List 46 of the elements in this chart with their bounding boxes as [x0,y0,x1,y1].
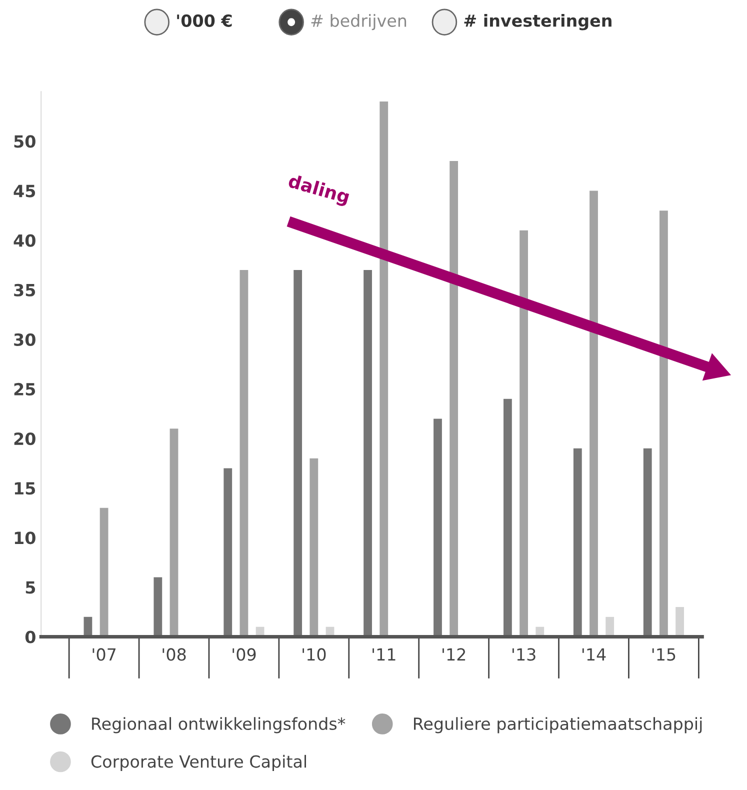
bar [224,468,232,637]
bar [380,102,388,637]
x-tick-label: '14 [582,648,606,661]
annotation: daling [286,173,350,208]
bar [170,428,178,637]
bar [450,161,458,637]
bar [606,616,614,637]
bar [240,270,248,637]
bar [676,607,684,637]
bar [660,210,668,637]
y-tick-label: 15 [14,482,36,495]
bar [573,448,582,637]
x-tick-label: '11 [372,648,396,661]
x-tick-label: '12 [442,648,466,661]
y-tick-label: 35 [14,284,36,296]
legend-label: Corporate Venture Capital [91,754,306,772]
text: # bedrijven [311,14,406,30]
x-tick-label: '10 [302,648,326,661]
y-tick-label: 5 [26,581,36,594]
bar [643,448,652,637]
bar [590,190,598,637]
x-tick-label: '09 [232,648,256,661]
legend-label: Reguliere participatiemaatschappij [414,717,702,734]
y-tick-label: 45 [14,184,36,198]
bar [154,577,162,637]
y-tick-label: 10 [14,532,36,544]
y-tick-label: 30 [14,333,36,346]
bar [520,230,528,637]
y-tick-label: 20 [14,432,36,446]
bar [100,508,108,637]
x-tick-label: '08 [162,648,186,661]
bar [294,270,302,637]
legend-label: Regionaal ontwikkelingsfonds* [92,717,346,734]
bar [504,398,512,637]
bar [434,418,442,637]
y-tick-label: 40 [14,234,36,247]
x-tick-label: '13 [512,648,536,661]
bar [310,458,318,637]
text: '000 € [177,14,232,27]
y-tick-label: 25 [14,382,36,396]
y-tick-label: 50 [14,135,36,148]
y-tick-label: 0 [25,630,36,644]
x-tick-label: '07 [92,648,116,661]
x-tick-label: '15 [652,648,676,661]
bar [364,270,372,637]
text: # investeringen [464,14,612,30]
